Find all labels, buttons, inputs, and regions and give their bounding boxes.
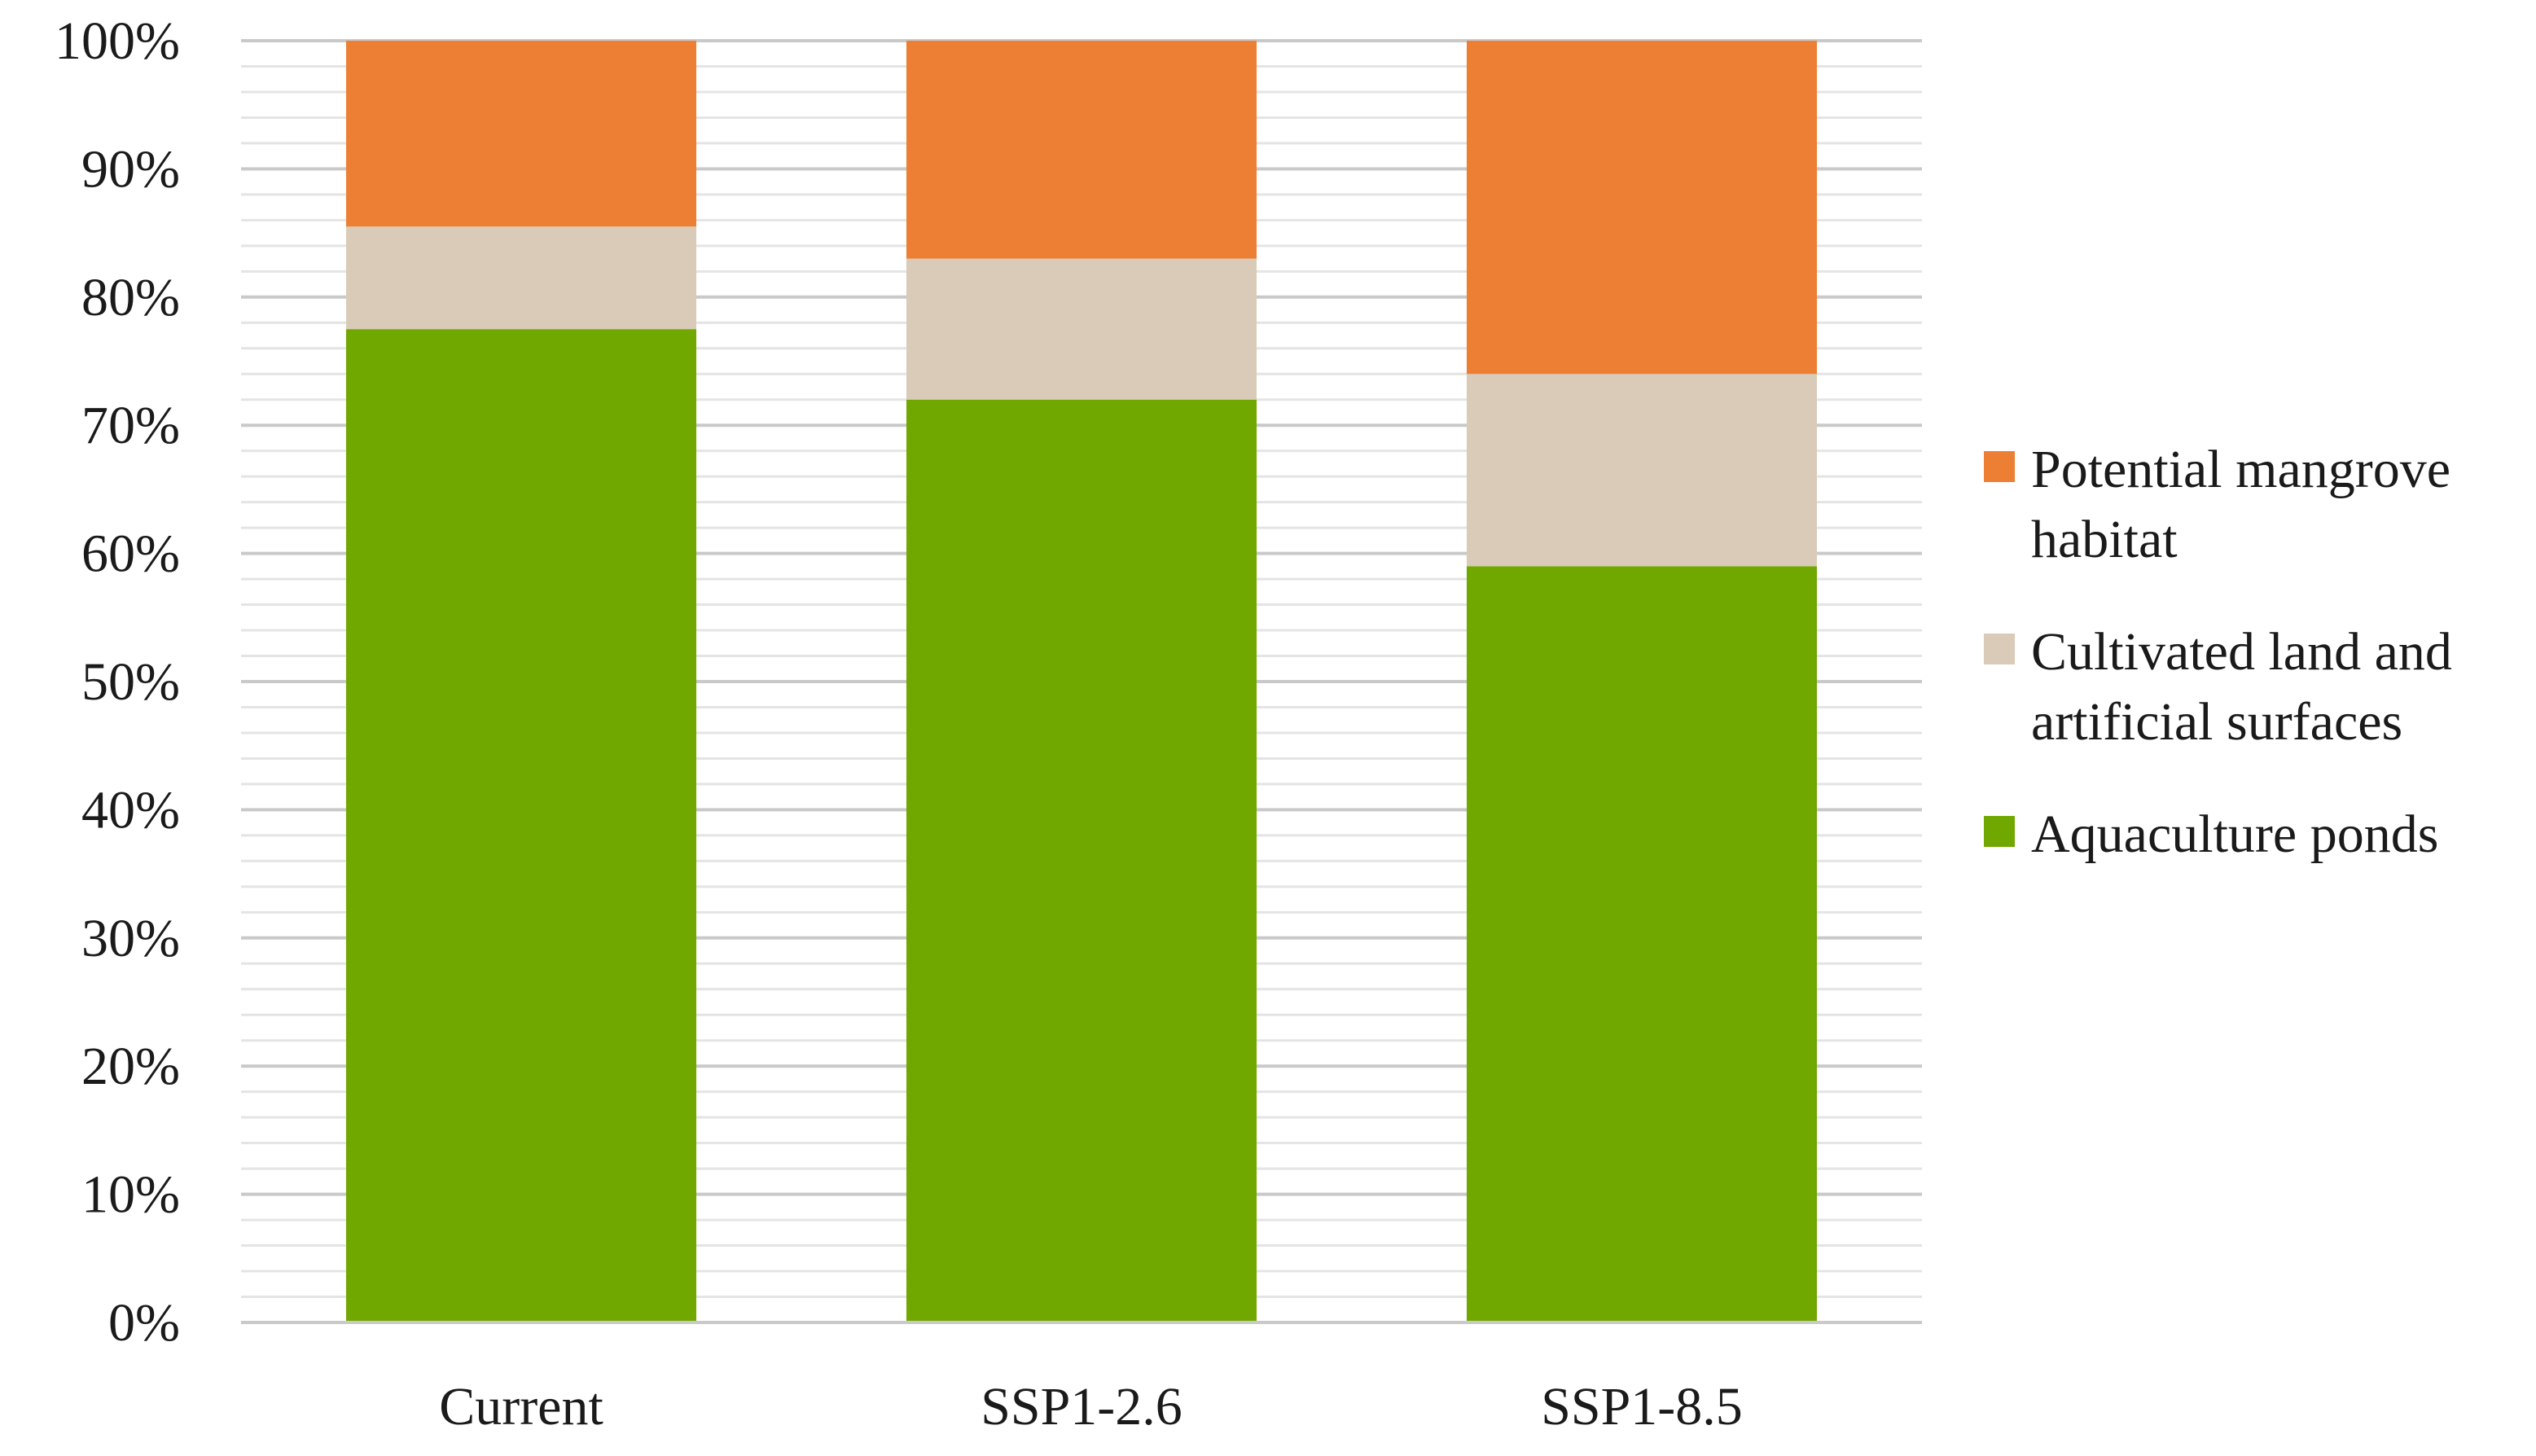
x-tick-label: Current [439, 1377, 603, 1436]
legend-label: Potential mangrove [2031, 440, 2450, 499]
bar-segment-aquaculture-ponds-ssp1-2-6 [906, 399, 1257, 1323]
y-tick-label: 90% [81, 139, 180, 199]
bar-segment-aquaculture-ponds-current [346, 329, 696, 1322]
x-tick-label: SSP1-8.5 [1541, 1377, 1743, 1436]
legend-label: habitat [2031, 510, 2178, 569]
bar-segment-potential-mangrove-habitat-ssp1-8-5 [1467, 41, 1817, 375]
y-tick-label: 40% [81, 780, 180, 840]
bar-segment-cultivated-land-and-artificial-surfaces-ssp1-8-5 [1467, 374, 1817, 567]
legend-label: Aquaculture ponds [2031, 805, 2438, 864]
x-tick-label: SSP1-2.6 [981, 1377, 1182, 1436]
y-tick-label: 70% [81, 396, 180, 455]
bar-segment-aquaculture-ponds-ssp1-8-5 [1467, 566, 1817, 1322]
legend: Potential mangrove habitat Cultivated land… [1984, 440, 2452, 864]
axes: Current SSP1-2.6 SSP1-8.5 0% 10% 20% 30% 40% 50%… [55, 11, 1922, 1436]
bar-segment-potential-mangrove-habitat-ssp1-2-6 [906, 41, 1257, 259]
legend-swatch [1984, 634, 2015, 664]
y-tick-label: 80% [81, 268, 180, 327]
legend-label: Cultivated land and [2031, 622, 2452, 682]
y-tick-label: 0% [108, 1293, 180, 1353]
bar-segment-cultivated-land-and-artificial-surfaces-current [346, 226, 696, 330]
y-tick-label: 50% [81, 652, 180, 712]
bar-segment-potential-mangrove-habitat-current [346, 41, 696, 227]
bar-segment-cultivated-land-and-artificial-surfaces-ssp1-2-6 [906, 258, 1257, 400]
bars [346, 41, 1817, 1323]
y-tick-label: 30% [81, 909, 180, 968]
legend-label: artificial surfaces [2031, 692, 2402, 752]
y-tick-label: 10% [81, 1165, 180, 1225]
y-tick-label: 100% [55, 11, 180, 71]
y-tick-label: 60% [81, 524, 180, 584]
legend-swatch [1984, 816, 2015, 847]
y-tick-label: 20% [81, 1037, 180, 1096]
legend-swatch [1984, 451, 2015, 482]
